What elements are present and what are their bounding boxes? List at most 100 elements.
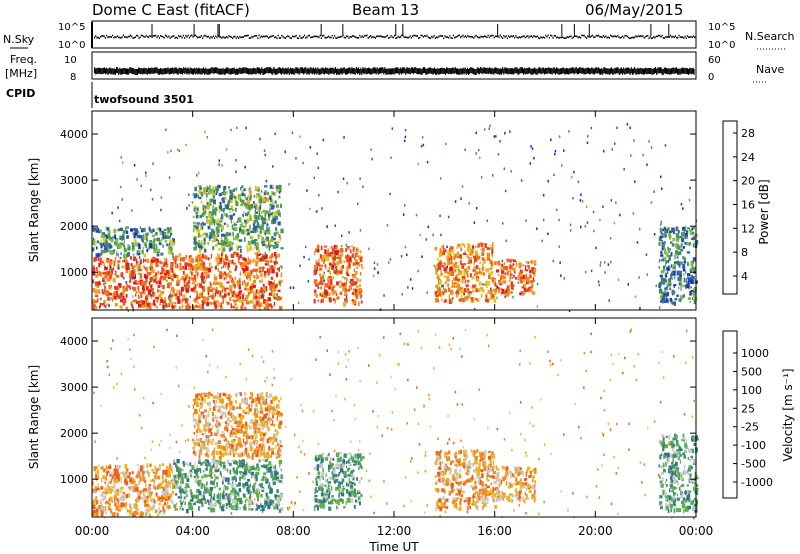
echo-cell [140, 273, 142, 277]
freq-sample [141, 68, 143, 75]
echo-cell [178, 149, 181, 153]
echo-cell [185, 484, 189, 489]
echo-cell [226, 224, 229, 228]
echo-cell [559, 261, 561, 264]
echo-cell [211, 471, 214, 475]
echo-cell [154, 276, 158, 280]
freq-sample [495, 67, 497, 74]
echo-cell [142, 303, 146, 307]
echo-cell [255, 195, 259, 199]
echo-cell [211, 192, 214, 197]
echo-cell [202, 207, 204, 211]
freq-sample [285, 67, 287, 74]
echo-cell [563, 149, 565, 152]
echo-cell [691, 227, 693, 231]
echo-cell [137, 492, 141, 496]
freq-sample [443, 68, 445, 74]
echo-cell [203, 223, 206, 226]
echo-cell [547, 180, 549, 183]
freq-sample [552, 67, 554, 74]
freq-sample [133, 68, 135, 75]
echo-cell [466, 254, 469, 259]
nsky-sample [438, 35, 440, 38]
echo-cell [518, 262, 522, 268]
echo-cell [452, 284, 456, 288]
echo-cell [233, 237, 235, 241]
echo-cell [194, 240, 197, 246]
echo-cell [134, 276, 136, 280]
echo-cell [126, 230, 129, 234]
echo-cell [352, 248, 355, 253]
echo-cell [117, 286, 120, 291]
echo-cell [152, 291, 154, 295]
freq-sample [418, 68, 420, 75]
nsky-sample [155, 34, 157, 37]
nsky-sample [128, 35, 130, 38]
freq-sample [469, 68, 471, 74]
echo-cell [249, 214, 252, 217]
nsky-sample [416, 35, 418, 37]
echo-cell [171, 470, 174, 474]
nsky-sample [324, 36, 326, 39]
echo-cell [213, 460, 216, 464]
echo-cell [339, 291, 343, 295]
echo-cell [253, 258, 255, 263]
echo-cell [263, 230, 267, 233]
echo-cell [664, 294, 668, 298]
nsky-sample [181, 37, 183, 39]
echo-cell [599, 218, 601, 222]
echo-cell [136, 508, 139, 511]
echo-cell [272, 475, 275, 479]
echo-cell [152, 228, 155, 232]
echo-cell [462, 263, 466, 266]
echo-cell [404, 204, 406, 207]
freq-sample [185, 67, 187, 74]
echo-cell [263, 472, 266, 476]
echo-cell [165, 236, 167, 239]
echo-cell [145, 277, 148, 283]
freq-sample [642, 68, 644, 75]
echo-cell [139, 265, 141, 270]
echo-cell [215, 259, 219, 262]
echo-cell [195, 297, 198, 301]
echo-cell [212, 209, 214, 213]
echo-cell [272, 237, 276, 240]
nsky-sample [427, 36, 429, 38]
echo-cell [253, 247, 256, 250]
echo-cell [157, 270, 160, 275]
freq-sample [162, 68, 164, 75]
echo-cell [152, 162, 154, 165]
echo-cell [97, 253, 101, 257]
echo-cell [275, 261, 278, 264]
echo-cell [288, 183, 290, 186]
echo-cell [355, 255, 359, 258]
echo-cell [660, 220, 663, 224]
nsky-sample [494, 35, 496, 38]
echo-cell [498, 288, 500, 294]
echo-cell [137, 286, 140, 290]
echo-cell [459, 254, 462, 257]
nsky-sample [175, 36, 177, 39]
echo-cell [238, 488, 242, 493]
echo-cell [123, 260, 126, 263]
echo-cell [113, 285, 117, 290]
freq-sample [366, 68, 368, 74]
echo-cell [487, 298, 491, 301]
echo-cell [135, 228, 138, 233]
echo-cell [315, 279, 317, 283]
freq-sample [355, 67, 357, 73]
echo-cell [352, 262, 356, 266]
echo-cell [257, 274, 259, 279]
echo-cell [222, 299, 224, 304]
nsky-sample [242, 36, 244, 38]
echo-cell [225, 502, 228, 506]
echo-cell [221, 504, 225, 508]
echo-cell [156, 475, 161, 480]
echo-cell [252, 284, 256, 289]
nsky-sample [638, 35, 640, 38]
echo-cell [461, 297, 465, 303]
echo-cell [682, 285, 685, 288]
echo-cell [115, 490, 120, 496]
freq-sample [428, 67, 430, 74]
echo-cell [227, 482, 230, 485]
